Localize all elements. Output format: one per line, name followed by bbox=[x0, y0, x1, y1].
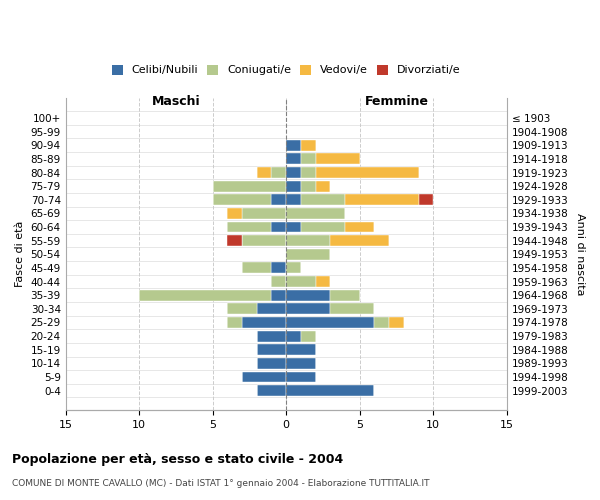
Bar bbox=[345, 222, 374, 232]
Bar bbox=[345, 194, 419, 205]
Bar bbox=[301, 167, 316, 178]
Bar bbox=[286, 262, 301, 274]
Bar bbox=[331, 304, 374, 314]
Bar bbox=[212, 180, 286, 192]
Bar bbox=[212, 194, 271, 205]
Y-axis label: Fasce di età: Fasce di età bbox=[15, 221, 25, 288]
Bar bbox=[374, 317, 389, 328]
Bar bbox=[286, 235, 331, 246]
Bar bbox=[286, 358, 316, 369]
Bar bbox=[301, 222, 345, 232]
Bar bbox=[316, 180, 331, 192]
Bar bbox=[257, 344, 286, 355]
Bar bbox=[271, 290, 286, 300]
Text: COMUNE DI MONTE CAVALLO (MC) - Dati ISTAT 1° gennaio 2004 - Elaborazione TUTTITA: COMUNE DI MONTE CAVALLO (MC) - Dati ISTA… bbox=[12, 479, 430, 488]
Bar bbox=[242, 317, 286, 328]
Bar bbox=[286, 208, 345, 219]
Legend: Celibi/Nubili, Coniugati/e, Vedovi/e, Divorziati/e: Celibi/Nubili, Coniugati/e, Vedovi/e, Di… bbox=[107, 60, 465, 80]
Bar bbox=[301, 154, 316, 164]
Bar bbox=[286, 167, 301, 178]
Bar bbox=[271, 167, 286, 178]
Bar bbox=[286, 385, 374, 396]
Bar bbox=[257, 167, 271, 178]
Bar bbox=[286, 290, 331, 300]
Bar bbox=[286, 304, 331, 314]
Bar bbox=[242, 372, 286, 382]
Bar bbox=[316, 167, 419, 178]
Bar bbox=[257, 304, 286, 314]
Bar bbox=[286, 330, 301, 342]
Bar bbox=[301, 194, 345, 205]
Bar bbox=[301, 140, 316, 150]
Bar bbox=[286, 276, 316, 287]
Bar bbox=[286, 344, 316, 355]
Bar bbox=[389, 317, 404, 328]
Bar bbox=[286, 180, 301, 192]
Bar bbox=[271, 194, 286, 205]
Bar bbox=[301, 180, 316, 192]
Bar bbox=[242, 208, 286, 219]
Bar bbox=[286, 140, 301, 150]
Bar bbox=[227, 222, 271, 232]
Bar bbox=[242, 235, 286, 246]
Bar bbox=[271, 262, 286, 274]
Bar bbox=[271, 276, 286, 287]
Text: Maschi: Maschi bbox=[152, 96, 200, 108]
Bar bbox=[286, 317, 374, 328]
Bar bbox=[271, 222, 286, 232]
Bar bbox=[257, 330, 286, 342]
Bar bbox=[331, 290, 360, 300]
Text: Popolazione per età, sesso e stato civile - 2004: Popolazione per età, sesso e stato civil… bbox=[12, 452, 343, 466]
Bar bbox=[227, 208, 242, 219]
Bar bbox=[286, 194, 301, 205]
Bar bbox=[286, 154, 301, 164]
Bar bbox=[419, 194, 433, 205]
Bar bbox=[286, 372, 316, 382]
Bar bbox=[139, 290, 271, 300]
Bar bbox=[227, 304, 257, 314]
Bar bbox=[286, 249, 331, 260]
Bar bbox=[257, 385, 286, 396]
Bar bbox=[286, 222, 301, 232]
Text: Femmine: Femmine bbox=[364, 96, 428, 108]
Bar bbox=[301, 330, 316, 342]
Bar bbox=[316, 276, 331, 287]
Bar bbox=[227, 317, 242, 328]
Bar bbox=[316, 154, 360, 164]
Y-axis label: Anni di nascita: Anni di nascita bbox=[575, 213, 585, 296]
Bar bbox=[331, 235, 389, 246]
Bar bbox=[257, 358, 286, 369]
Bar bbox=[227, 235, 242, 246]
Bar bbox=[242, 262, 271, 274]
